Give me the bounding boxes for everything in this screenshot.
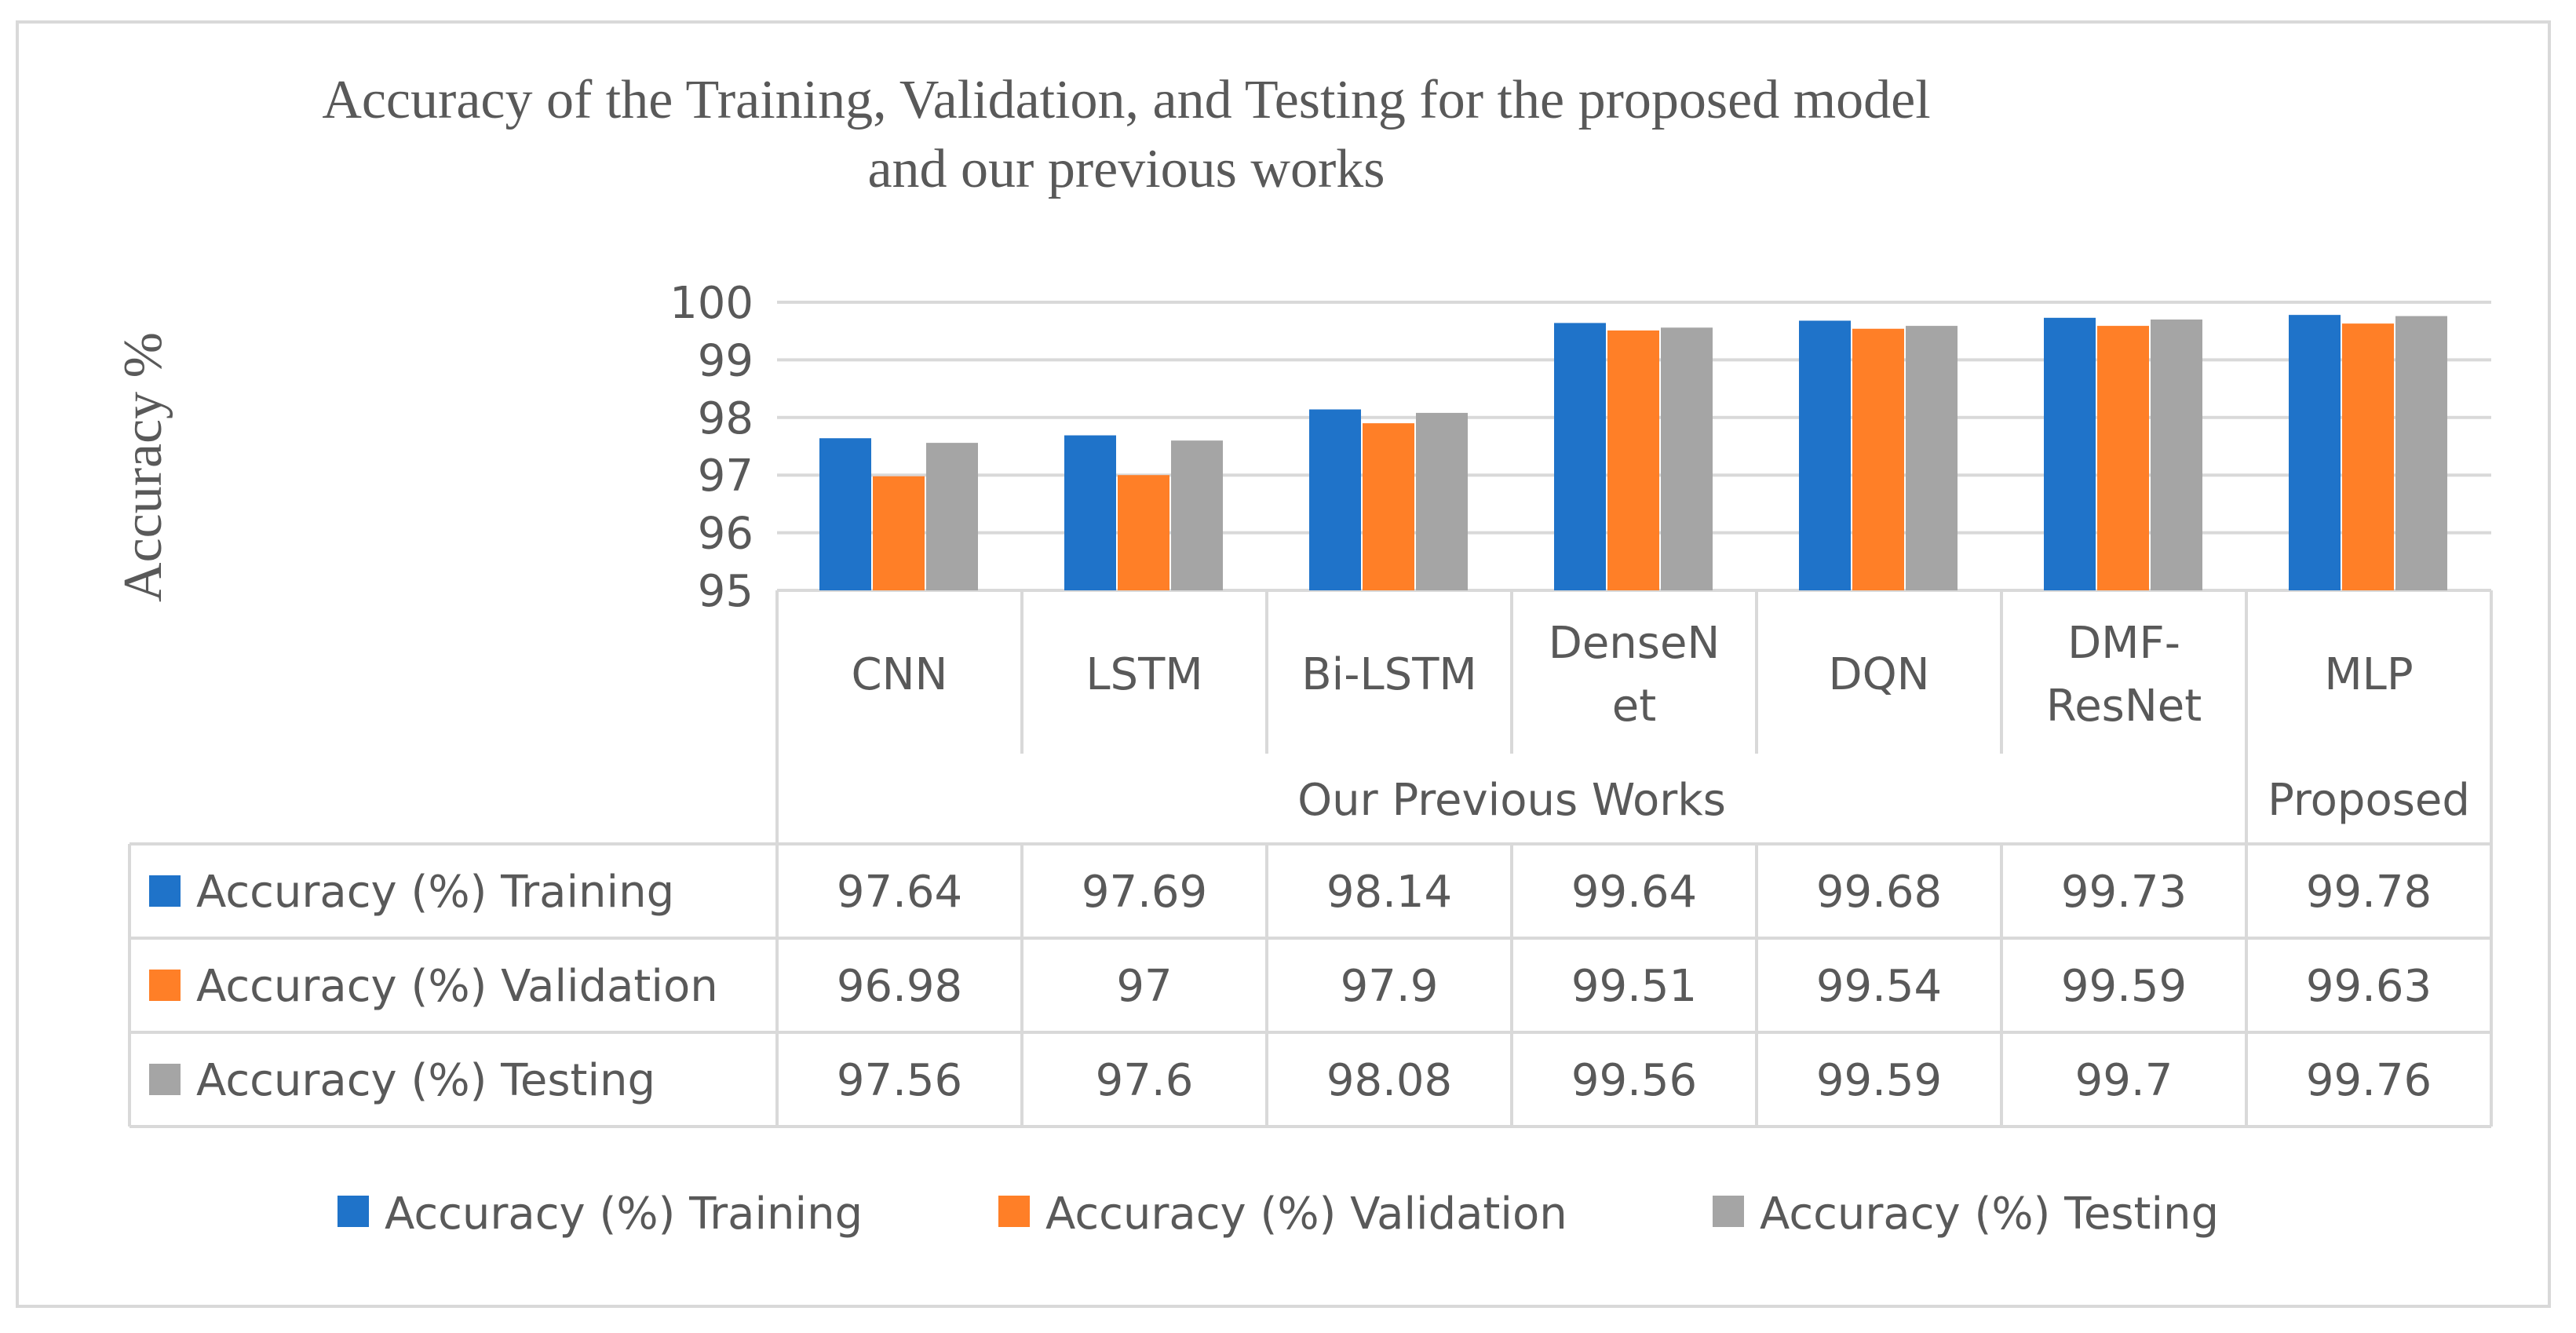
category-label: DQN <box>1828 649 1929 700</box>
table-cell-value: 98.14 <box>1326 867 1452 918</box>
category-label: et <box>1612 681 1656 732</box>
table-cell-value: 99.63 <box>2306 961 2432 1012</box>
table-cell-value: 99.78 <box>2306 867 2432 918</box>
bar-testing-dqn <box>1906 326 1958 590</box>
bar-validation-bi-lstm <box>1363 423 1414 590</box>
table-cell-value: 99.73 <box>2061 867 2187 918</box>
table-cell-value: 97 <box>1116 961 1172 1012</box>
y-tick-label: 96 <box>698 509 753 560</box>
table-cell-value: 99.59 <box>2061 961 2187 1012</box>
bar-training-cnn <box>819 438 871 590</box>
legend-label: Accuracy (%) Training <box>385 1189 863 1240</box>
bar-testing-mlp <box>2395 316 2447 590</box>
bar-validation-densenet <box>1607 330 1659 590</box>
y-tick-label: 99 <box>698 335 753 386</box>
table-legend-swatch <box>149 875 181 907</box>
bar-testing-lstm <box>1171 440 1223 590</box>
bar-training-densenet <box>1554 323 1606 590</box>
category-label: Bi-LSTM <box>1301 649 1476 700</box>
table-cell-value: 99.64 <box>1571 867 1697 918</box>
bar-validation-dqn <box>1852 328 1904 590</box>
table-row-header: Accuracy (%) Validation <box>196 961 718 1012</box>
table-row-header: Accuracy (%) Testing <box>196 1055 655 1106</box>
y-tick-label: 98 <box>698 393 753 444</box>
chart-title-line: and our previous works <box>867 139 1385 199</box>
y-tick-label: 100 <box>670 278 753 329</box>
table-cell-value: 99.68 <box>1816 867 1942 918</box>
table-cell-value: 99.56 <box>1571 1055 1697 1106</box>
legend-swatch <box>1713 1196 1744 1227</box>
group-label: Our Previous Works <box>1297 775 1726 826</box>
table-cell-value: 99.54 <box>1816 961 1942 1012</box>
table-cell-value: 99.51 <box>1571 961 1697 1012</box>
bar-validation-cnn <box>873 476 925 590</box>
table-legend-swatch <box>149 1064 181 1095</box>
category-label: DMF- <box>2067 618 2180 669</box>
table-cell-value: 99.76 <box>2306 1055 2432 1106</box>
category-label: LSTM <box>1085 649 1202 700</box>
table-cell-value: 97.69 <box>1082 867 1207 918</box>
table-cell-value: 97.56 <box>837 1055 962 1106</box>
category-label: CNN <box>852 649 948 700</box>
category-label: DenseN <box>1549 618 1720 669</box>
table-cell-value: 97.9 <box>1341 961 1439 1012</box>
y-tick-label: 97 <box>698 451 753 502</box>
legend-swatch <box>998 1196 1030 1227</box>
bar-testing-cnn <box>926 443 978 590</box>
category-label: MLP <box>2324 649 2413 700</box>
bar-training-dqn <box>1799 320 1851 590</box>
table-cell-value: 99.59 <box>1816 1055 1942 1106</box>
chart-title-line: Accuracy of the Training, Validation, an… <box>322 70 1930 130</box>
bar-testing-dmf-resnet <box>2151 320 2202 590</box>
table-legend-swatch <box>149 970 181 1001</box>
table-cell-value: 99.7 <box>2075 1055 2173 1106</box>
table-cell-value: 98.08 <box>1326 1055 1452 1106</box>
bar-training-bi-lstm <box>1309 409 1361 590</box>
group-label: Proposed <box>2268 775 2470 826</box>
table-cell-value: 96.98 <box>837 961 962 1012</box>
bar-testing-bi-lstm <box>1416 412 1468 590</box>
table-row-header: Accuracy (%) Training <box>196 867 674 918</box>
bar-training-mlp <box>2289 315 2341 590</box>
y-axis-title: Accuracy % <box>113 332 173 602</box>
legend-swatch <box>338 1196 369 1227</box>
y-tick-label: 95 <box>698 566 753 617</box>
table-cell-value: 97.6 <box>1096 1055 1194 1106</box>
bar-validation-dmf-resnet <box>2097 326 2149 590</box>
legend-label: Accuracy (%) Validation <box>1045 1189 1567 1240</box>
legend-label: Accuracy (%) Testing <box>1760 1189 2219 1240</box>
category-label: ResNet <box>2046 681 2202 732</box>
bar-training-lstm <box>1064 435 1116 590</box>
table-cell-value: 97.64 <box>837 867 962 918</box>
bar-validation-mlp <box>2342 323 2394 590</box>
bar-validation-lstm <box>1118 475 1169 590</box>
bar-training-dmf-resnet <box>2044 317 2096 590</box>
chart-frame <box>16 20 2551 1308</box>
bar-testing-densenet <box>1661 327 1713 590</box>
